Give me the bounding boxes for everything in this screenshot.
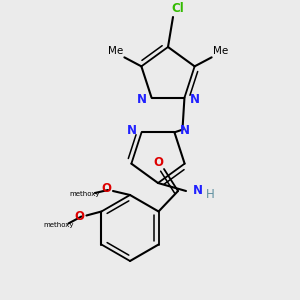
Text: N: N <box>190 93 200 106</box>
Text: methoxy: methoxy <box>43 221 74 227</box>
Text: O: O <box>74 210 84 223</box>
Text: N: N <box>127 124 136 137</box>
Text: Me: Me <box>108 46 123 56</box>
Text: N: N <box>136 93 146 106</box>
Text: N: N <box>179 124 190 137</box>
Text: Me: Me <box>213 46 228 56</box>
Text: methoxy: methoxy <box>70 191 100 197</box>
Text: O: O <box>101 182 111 196</box>
Text: N: N <box>193 184 203 197</box>
Text: Cl: Cl <box>172 2 184 16</box>
Text: O: O <box>153 157 163 169</box>
Text: H: H <box>206 188 214 200</box>
